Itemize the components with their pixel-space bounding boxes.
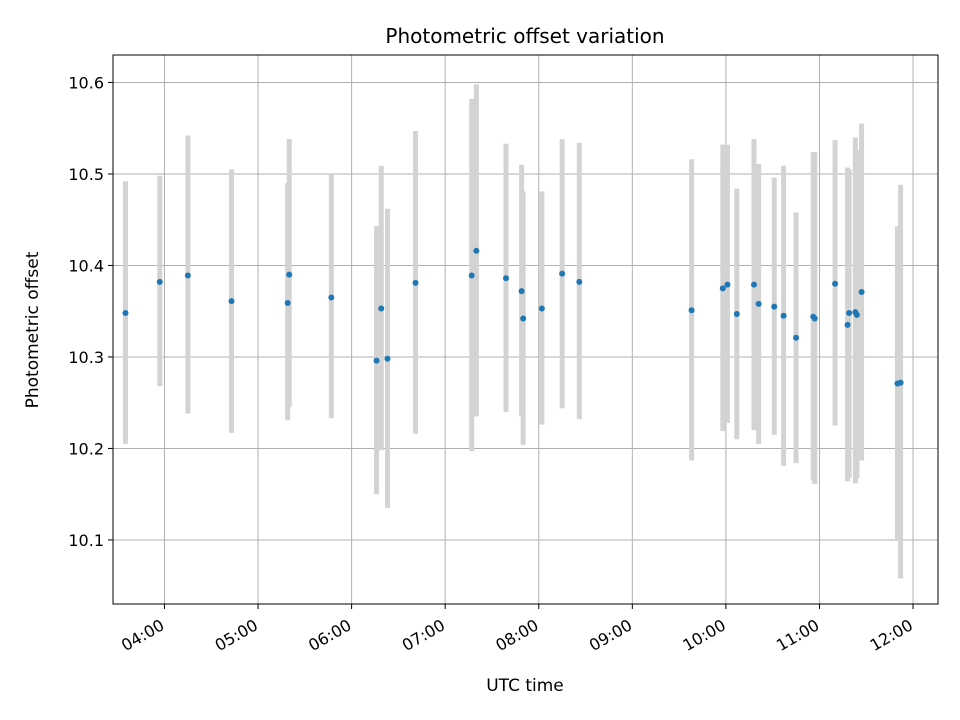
data-point [576,278,583,285]
data-point [771,303,778,310]
data-point [122,310,129,317]
data-point [518,288,525,295]
data-point [284,299,291,306]
data-point [412,279,419,286]
y-tick-label: 10.4 [68,256,104,275]
y-tick-label: 10.3 [68,348,104,367]
y-tick-label: 10.6 [68,73,104,92]
x-axis-title: UTC time [486,676,564,696]
data-point [373,357,380,364]
data-point [853,311,860,318]
y-tick-label: 10.2 [68,439,104,458]
data-point [832,280,839,287]
data-point [724,281,731,288]
data-point [897,379,904,386]
data-point [473,247,480,254]
data-point [688,307,695,314]
plot-frame [112,54,939,605]
data-point [328,294,335,301]
data-point [384,355,391,362]
data-point [538,305,545,312]
y-tick-label: 10.5 [68,165,104,184]
data-point [750,281,757,288]
y-axis: 10.1 10.2 10.3 10.4 10.5 10.6 [68,73,113,550]
data-point [846,310,853,317]
data-point [184,272,191,279]
data-point [228,298,235,305]
data-points [122,247,904,387]
data-point [468,272,475,279]
data-point [844,321,851,328]
data-point [559,270,566,277]
data-point [503,275,510,282]
data-point [793,334,800,341]
data-point [156,278,163,285]
y-tick-label: 10.1 [68,531,104,550]
data-point [858,288,865,295]
chart-title: Photometric offset variation [385,24,664,48]
data-point [520,315,527,322]
data-point [286,271,293,278]
data-point [733,310,740,317]
data-point [811,315,818,322]
data-point [378,305,385,312]
grid-lines [113,55,938,604]
data-point [755,300,762,307]
data-point [719,285,726,292]
data-point [780,312,787,319]
y-axis-title: Photometric offset [23,251,43,408]
